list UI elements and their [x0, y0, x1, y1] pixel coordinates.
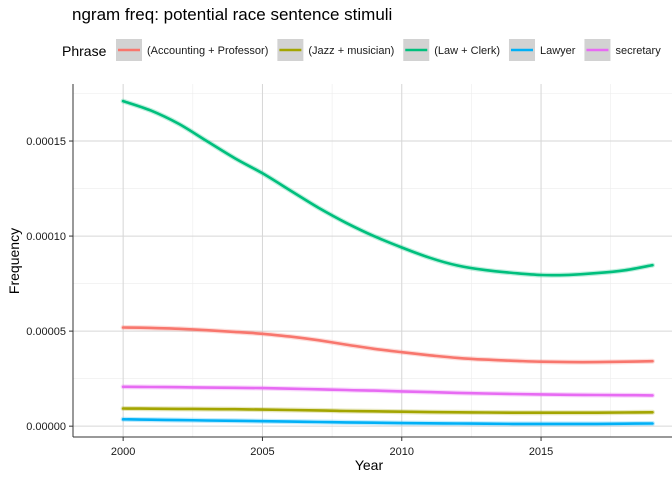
legend-label-accounting-professor: (Accounting + Professor) — [147, 45, 268, 57]
legend-label-secretary: secretary — [615, 45, 661, 57]
grid — [73, 84, 672, 437]
legend-label-jazz-musician: (Jazz + musician) — [308, 45, 394, 57]
x-axis-title: Year — [355, 457, 384, 473]
legend-label-law-clerk: (Law + Clerk) — [434, 45, 500, 57]
x-tick-label: 2010 — [390, 446, 414, 458]
y-ticks: 0.00000 0.00005 0.00010 0.00015 — [26, 136, 73, 433]
y-tick-label: 0.00015 — [26, 136, 66, 148]
series-line-accounting-professor — [121, 326, 654, 364]
legend-label-lawyer: Lawyer — [540, 45, 576, 57]
series-band-accounting-professor — [120, 325, 655, 365]
series-line-law-clerk — [121, 99, 654, 277]
y-tick-label: 0.00010 — [26, 231, 66, 243]
y-tick-label: 0.00000 — [26, 421, 66, 433]
x-ticks: 2000 2005 2010 2015 — [111, 437, 553, 458]
x-tick-label: 2000 — [111, 446, 135, 458]
y-tick-label: 0.00005 — [26, 326, 66, 338]
series-line-secretary — [121, 385, 654, 397]
legend: Phrase (Accounting + Professor) (Jazz + m… — [62, 39, 661, 61]
legend-title: Phrase — [62, 43, 107, 59]
y-axis-title: Frequency — [6, 228, 22, 294]
x-tick-label: 2005 — [250, 446, 274, 458]
x-tick-label: 2015 — [529, 446, 553, 458]
chart-title: ngram freq: potential race sentence stim… — [72, 5, 392, 24]
series-layer — [120, 98, 655, 427]
series-line-lawyer — [121, 418, 654, 426]
series-band-law-clerk — [120, 98, 655, 278]
series-line-jazz-musician — [121, 407, 654, 415]
